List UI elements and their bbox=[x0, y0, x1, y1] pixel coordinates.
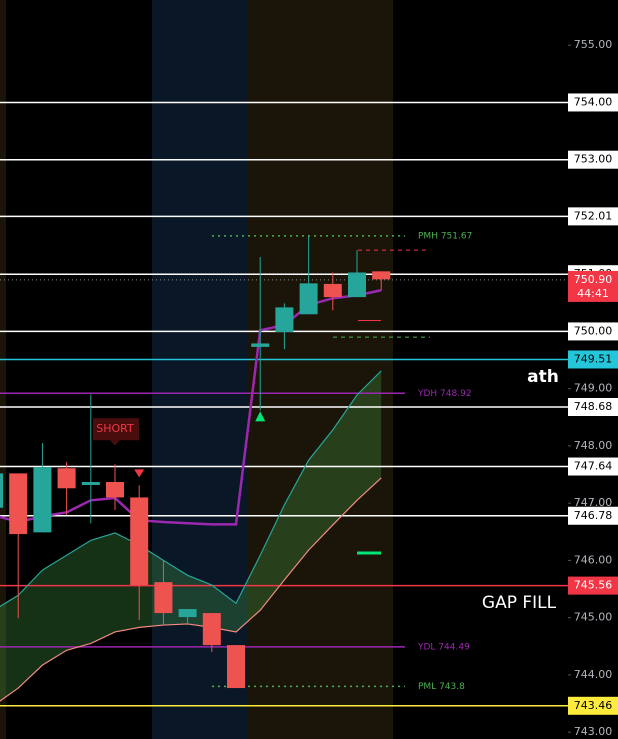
sell-arrow bbox=[134, 469, 145, 478]
named-level-label: PMH 751.67 bbox=[418, 231, 472, 241]
level-tag-label: 747.64 bbox=[574, 460, 613, 473]
session-shade bbox=[248, 0, 393, 739]
band-fill bbox=[0, 370, 382, 701]
y-tick-label: 743.00 bbox=[574, 725, 613, 738]
level-tag-label: 745.56 bbox=[574, 579, 613, 592]
price-axis bbox=[568, 0, 618, 739]
candle-body bbox=[323, 283, 342, 298]
level-tag-label: 743.46 bbox=[574, 699, 613, 712]
level-tag bbox=[568, 207, 618, 226]
last-price-label: 750.90 bbox=[574, 273, 613, 286]
level-tag bbox=[568, 93, 618, 112]
candle-body bbox=[372, 271, 391, 280]
candle-body bbox=[202, 613, 221, 646]
level-tag bbox=[568, 150, 618, 169]
candle-body bbox=[0, 473, 3, 508]
candle-body bbox=[9, 473, 28, 535]
short-pointer bbox=[110, 440, 120, 446]
level-tag bbox=[568, 397, 618, 416]
last-price-tag bbox=[568, 270, 618, 302]
level-tag-label: 752.01 bbox=[574, 209, 613, 222]
level-tag bbox=[568, 322, 618, 341]
named-level-label: PML 743.8 bbox=[418, 682, 465, 692]
candle-body bbox=[178, 609, 197, 618]
y-tick-label: 745.00 bbox=[574, 611, 613, 624]
y-tick-label: 748.00 bbox=[574, 439, 613, 452]
level-tag bbox=[568, 576, 618, 595]
candle-body bbox=[348, 272, 366, 298]
short-label: SHORT bbox=[96, 422, 134, 435]
ath-label: ath bbox=[527, 367, 559, 387]
level-tag-label: 749.51 bbox=[574, 352, 613, 365]
level-tag-label: 753.00 bbox=[574, 153, 613, 166]
short-label-bg bbox=[93, 418, 139, 441]
level-tag-label: 746.78 bbox=[574, 509, 613, 522]
candle-body bbox=[275, 307, 294, 333]
overlay-line bbox=[0, 370, 382, 608]
y-tick-label: 749.00 bbox=[574, 382, 613, 395]
level-tag-label: 750.00 bbox=[574, 324, 613, 337]
y-tick-label: 746.00 bbox=[574, 553, 613, 566]
candle-body bbox=[33, 467, 52, 533]
gap-fill-label: GAP FILL bbox=[482, 593, 557, 613]
level-tag bbox=[568, 457, 618, 476]
level-tag-label: 748.68 bbox=[574, 400, 613, 413]
candle-body bbox=[57, 468, 76, 489]
candle-body bbox=[81, 481, 100, 485]
y-tick-label: 747.00 bbox=[574, 496, 613, 509]
level-tag-label: 754.00 bbox=[574, 95, 613, 108]
level-tag bbox=[568, 506, 618, 525]
session-shade bbox=[0, 0, 6, 739]
session-shade bbox=[152, 0, 248, 739]
named-level-label: YDH 748.92 bbox=[417, 389, 472, 399]
candle-body bbox=[106, 481, 124, 498]
candle-body bbox=[154, 582, 173, 614]
level-tag bbox=[568, 696, 618, 715]
candle-body bbox=[299, 283, 318, 315]
level-tag bbox=[568, 350, 618, 369]
named-level-label: YDL 744.49 bbox=[417, 642, 470, 652]
buy-arrow bbox=[255, 411, 266, 422]
y-tick-label: 744.00 bbox=[574, 668, 613, 681]
y-tick-label: 755.00 bbox=[574, 38, 613, 51]
candle-body bbox=[130, 497, 149, 586]
candle-body bbox=[227, 645, 245, 689]
countdown-label: 44:41 bbox=[577, 287, 609, 300]
candle-body bbox=[251, 343, 270, 347]
